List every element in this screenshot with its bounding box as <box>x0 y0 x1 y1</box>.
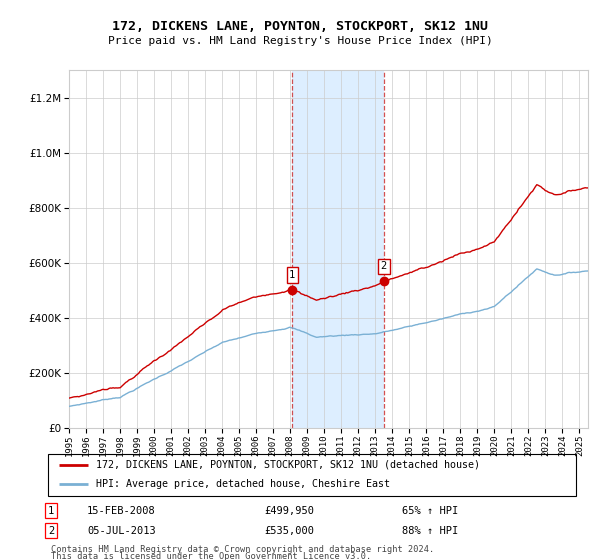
Text: 65% ↑ HPI: 65% ↑ HPI <box>402 506 458 516</box>
Text: HPI: Average price, detached house, Cheshire East: HPI: Average price, detached house, Ches… <box>95 479 389 489</box>
Text: 2: 2 <box>380 261 387 271</box>
Text: 172, DICKENS LANE, POYNTON, STOCKPORT, SK12 1NU (detached house): 172, DICKENS LANE, POYNTON, STOCKPORT, S… <box>95 460 479 470</box>
Text: 2: 2 <box>48 526 54 536</box>
Text: 172, DICKENS LANE, POYNTON, STOCKPORT, SK12 1NU: 172, DICKENS LANE, POYNTON, STOCKPORT, S… <box>112 20 488 32</box>
Text: 88% ↑ HPI: 88% ↑ HPI <box>402 526 458 536</box>
Text: 05-JUL-2013: 05-JUL-2013 <box>87 526 156 536</box>
Text: Price paid vs. HM Land Registry's House Price Index (HPI): Price paid vs. HM Land Registry's House … <box>107 36 493 46</box>
Text: Contains HM Land Registry data © Crown copyright and database right 2024.: Contains HM Land Registry data © Crown c… <box>51 545 434 554</box>
Bar <box>292 70 384 428</box>
Text: 1: 1 <box>289 270 295 280</box>
Text: 1: 1 <box>48 506 54 516</box>
Text: 15-FEB-2008: 15-FEB-2008 <box>87 506 156 516</box>
Text: This data is licensed under the Open Government Licence v3.0.: This data is licensed under the Open Gov… <box>51 552 371 560</box>
Text: £499,950: £499,950 <box>264 506 314 516</box>
Text: £535,000: £535,000 <box>264 526 314 536</box>
